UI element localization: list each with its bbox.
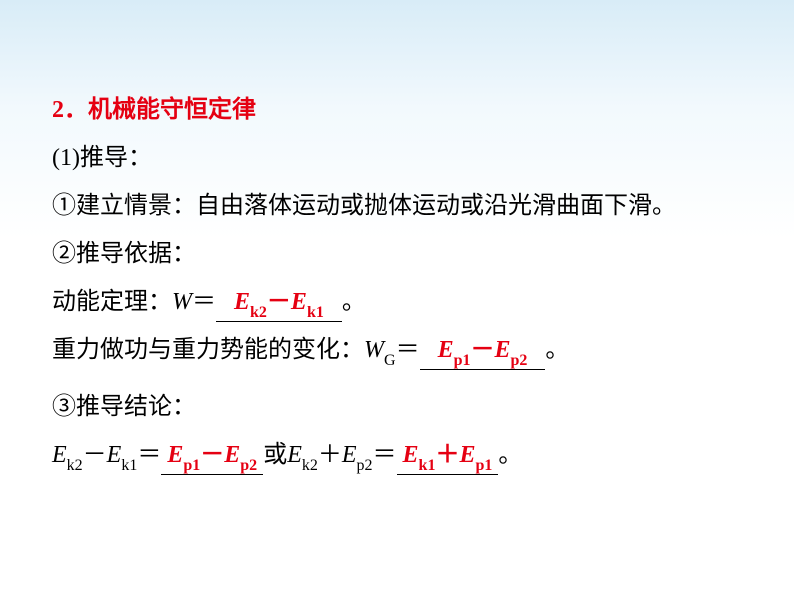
- equals: ＝: [192, 289, 216, 315]
- section-title: 机械能守恒定律: [88, 97, 256, 123]
- item1-label: (1)推导：: [52, 134, 752, 182]
- gravity-work-line: 重力做功与重力势能的变化：WG＝Ep1－Ep2。: [52, 326, 752, 383]
- blank-3b: Ek1＋Ep1: [397, 443, 499, 475]
- var-Ek2b: E: [287, 442, 302, 468]
- gravity-work-label: 重力做功与重力势能的变化：: [52, 337, 364, 363]
- var-W: W: [172, 289, 192, 315]
- period-3: 。: [498, 442, 522, 468]
- var-Ek2: E: [52, 442, 67, 468]
- paragraph-1: ①建立情景：自由落体运动或抛体运动或沿光滑曲面下滑。: [52, 182, 752, 230]
- conclusion-line: Ek2－Ek1＝Ep1－Ep2或Ek2＋Ep2＝Ek1＋Ep1。: [52, 431, 752, 488]
- var-WG: W: [364, 337, 384, 363]
- paragraph-2: ②推导依据：: [52, 230, 752, 278]
- blank-2: Ep1－Ep2: [420, 338, 546, 370]
- var-Ek1: E: [107, 442, 122, 468]
- paragraph-3: ③推导结论：: [52, 383, 752, 431]
- kinetic-theorem-line: 动能定理：W＝Ek2－Ek1。: [52, 278, 752, 326]
- section-number: 2．: [52, 97, 88, 123]
- var-WG-sub: G: [384, 352, 396, 369]
- period-2: 。: [545, 337, 569, 363]
- var-Ep2: E: [342, 442, 357, 468]
- slide-content: 2．机械能守恒定律 (1)推导： ①建立情景：自由落体运动或抛体运动或沿光滑曲面…: [52, 86, 752, 488]
- or-text: 或: [263, 442, 287, 468]
- blank-3a: Ep1－Ep2: [161, 443, 263, 475]
- blank-1: Ek2－Ek1: [216, 290, 342, 322]
- kinetic-theorem-label: 动能定理：: [52, 289, 172, 315]
- period: 。: [342, 289, 366, 315]
- equals-2: ＝: [396, 337, 420, 363]
- section-title-line: 2．机械能守恒定律: [52, 86, 752, 134]
